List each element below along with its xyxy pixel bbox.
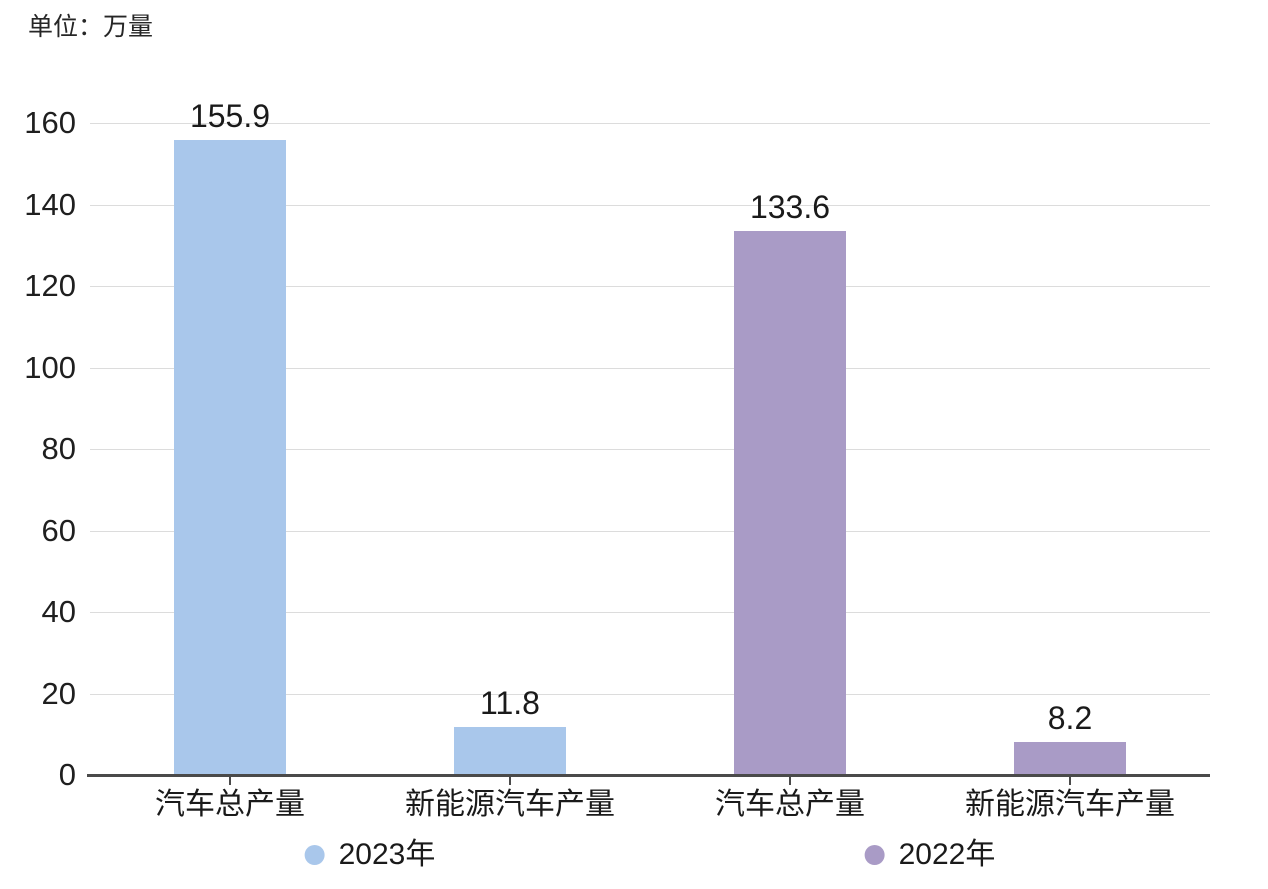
bar-value-label: 155.9 [189,97,271,134]
y-axis-tick-label: 120 [24,268,76,303]
legend-item: 2022年 [864,838,996,872]
gridline [90,449,1210,450]
x-axis-category-label: 新能源汽车产量 [405,788,615,821]
bar [734,230,846,775]
x-axis-category-label: 新能源汽车产量 [965,788,1175,821]
gridline [90,612,1210,613]
legend-item: 2023年 [304,838,436,872]
gridline [90,367,1210,369]
bar-value-label: 8.2 [1047,699,1093,736]
bar [174,139,286,775]
x-axis-tick [1069,776,1071,785]
y-axis-tick-label: 140 [24,186,76,222]
y-axis-tick-label: 20 [41,675,76,711]
y-axis-tick-label: 60 [41,512,76,548]
y-axis-tick-label: 80 [41,431,76,466]
gridline [90,286,1210,287]
legend-label: 2023年 [338,838,436,871]
bar [454,726,566,775]
bar-value-label: 133.6 [749,188,831,225]
bar-value-label: 11.8 [480,684,540,721]
legend-label: 2022年 [898,838,996,871]
gridline [90,693,1210,695]
x-axis-category-label: 汽车总产量 [155,788,305,821]
y-axis-tick-label: 0 [58,757,76,792]
unit-label: 单位：万量 [28,13,154,41]
legend-dot [304,845,325,865]
x-axis-tick [509,776,511,785]
gridline [90,204,1210,206]
x-axis-tick [229,776,231,785]
x-axis-line [87,774,1210,777]
bar [1014,741,1126,775]
y-axis-tick-label: 100 [24,349,76,385]
y-axis-tick-label: 160 [24,105,76,140]
x-axis-category-label: 汽车总产量 [715,788,865,821]
legend-dot [864,845,885,865]
x-axis-tick [789,776,791,785]
gridline [90,123,1210,124]
gridline [90,530,1210,532]
y-axis-tick-label: 40 [41,594,76,629]
